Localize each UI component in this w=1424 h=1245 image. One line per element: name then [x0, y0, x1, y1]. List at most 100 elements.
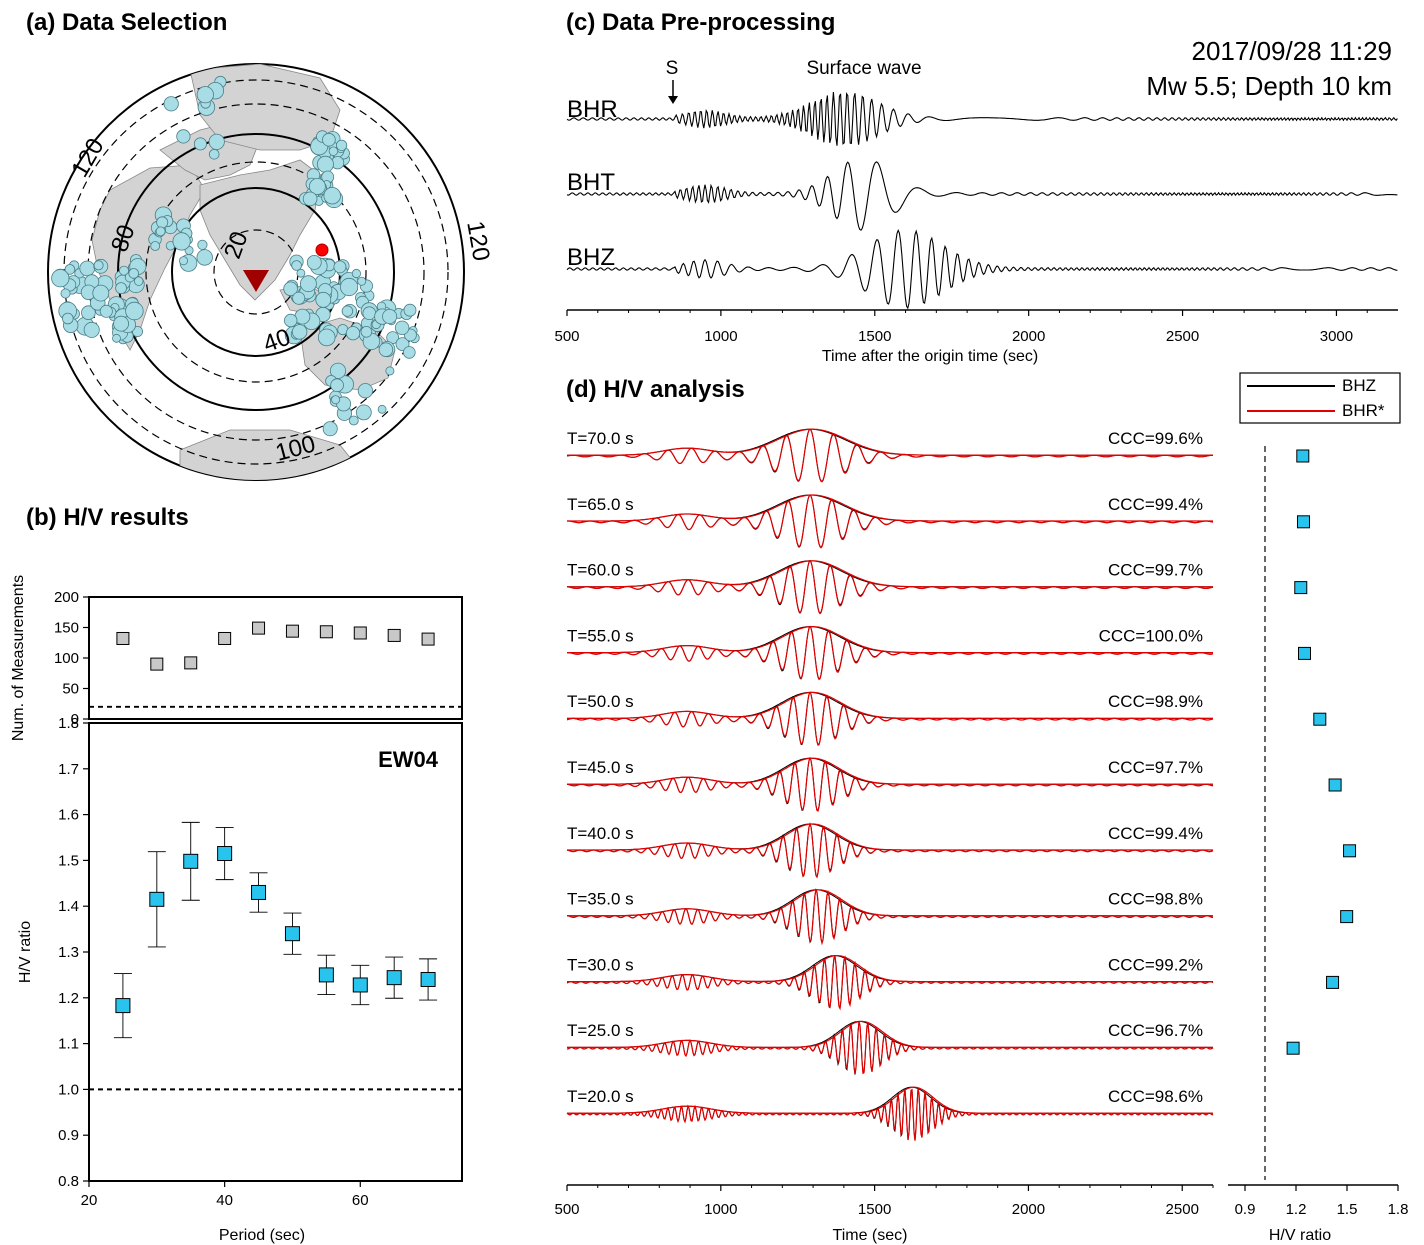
hv-ratio-point [1296, 515, 1310, 529]
event-marker [119, 265, 130, 276]
hv-ratio-point [1326, 975, 1340, 989]
ccc-label: CCC=96.7% [1108, 1021, 1203, 1040]
period-label: T=70.0 s [567, 429, 634, 448]
event-marker [357, 383, 373, 399]
hv-ratio-point [1298, 646, 1311, 660]
event-marker [81, 305, 96, 321]
event-marker [339, 277, 359, 297]
measurement-point [184, 656, 198, 670]
event-marker [163, 96, 179, 112]
event-marker [79, 260, 95, 277]
envelope-trace [567, 1086, 1213, 1114]
waveform-trace [566, 428, 1213, 483]
analysis-xtick-label: 500 [554, 1201, 579, 1218]
analysis-xtick-label: 1000 [704, 1201, 737, 1218]
ccc-label: CCC=98.9% [1108, 692, 1203, 711]
event-marker [291, 260, 302, 271]
event-marker [317, 328, 336, 347]
preprocessing-xlabel: Time after the origin time (sec) [822, 348, 1038, 365]
preprocessing-xtick-label: 2500 [1166, 328, 1199, 345]
period-label: T=35.0 s [567, 890, 634, 909]
ccc-label: CCC=98.6% [1108, 1087, 1203, 1106]
panel-c-title: (c) Data Pre-processing [566, 9, 835, 36]
period-label: T=55.0 s [567, 626, 634, 645]
ccc-label: CCC=99.4% [1108, 824, 1203, 843]
measurements-ytick-label: 0 [71, 711, 79, 728]
event-marker [93, 260, 104, 271]
component-bht: BHT [567, 169, 615, 196]
event-marker [156, 216, 169, 229]
event-marker [394, 320, 410, 336]
hv-panel-xtick-label: 1.2 [1286, 1201, 1307, 1218]
envelope-trace [567, 560, 1213, 588]
event-marker [291, 324, 308, 340]
hv-ytick-label: 1.6 [58, 807, 79, 824]
event-marker [316, 155, 334, 173]
event-marker [193, 137, 207, 151]
hv-panel-xtick-label: 1.8 [1388, 1201, 1409, 1218]
event-marker [382, 308, 398, 324]
hv-ratio-point [1328, 778, 1342, 792]
component-bhz: BHZ [567, 244, 615, 271]
preprocessing-xtick-label: 1000 [704, 328, 737, 345]
period-label: T=25.0 s [567, 1021, 634, 1040]
event-marker [345, 326, 361, 341]
period-label: T=20.0 s [567, 1087, 634, 1106]
event-marker [113, 315, 129, 332]
waveform-trace [566, 1088, 1214, 1141]
hv-ytick-label: 1.5 [58, 852, 79, 869]
azimuthal-map: 20 40 80 100 120 120 [47, 63, 495, 481]
event-marker [128, 268, 140, 279]
hv-point [386, 970, 402, 986]
station-name: EW04 [378, 747, 439, 772]
preprocessing-plot: 2017/09/28 11:29 Mw 5.5; Depth 10 km S S… [554, 36, 1398, 365]
event-marker [322, 132, 336, 147]
measurement-point [353, 626, 367, 640]
event-marker [377, 404, 387, 414]
event-marker [360, 325, 373, 338]
highlighted-event [315, 243, 329, 257]
event-marker [292, 291, 306, 305]
hv-ratio-plot: 0.80.91.01.11.21.31.41.51.61.71.820 40 60 … [17, 715, 463, 1244]
hv-xtick-label: 60 [352, 1192, 369, 1209]
event-marker [196, 249, 213, 266]
hv-panel-xlabel: H/V ratio [1269, 1227, 1331, 1244]
hv-point [115, 998, 131, 1014]
station-triangle [243, 270, 269, 292]
hv-point [183, 853, 199, 869]
event-marker [208, 133, 225, 150]
hv-xtick-label: 40 [216, 1192, 233, 1209]
seismogram-trace [566, 92, 1398, 146]
hv-ratio-point [1296, 449, 1310, 463]
hv-ytick-label: 0.9 [58, 1127, 79, 1144]
waveform-trace [566, 756, 1214, 812]
event-marker [323, 186, 341, 205]
measurements-ytick-label: 200 [54, 589, 79, 606]
hv-point [352, 977, 368, 993]
measurements-ytick-label: 50 [62, 681, 79, 698]
event-marker [306, 254, 322, 270]
event-markers [51, 75, 420, 437]
event-marker [330, 378, 344, 393]
analysis-xtick-label: 2500 [1166, 1201, 1199, 1218]
envelope-trace [567, 428, 1213, 456]
measurements-ylabel: Num. of Measurements [10, 575, 27, 741]
event-marker [60, 288, 71, 299]
event-marker [62, 312, 74, 325]
component-bhr: BHR [567, 96, 618, 123]
period-label: T=60.0 s [567, 561, 634, 580]
analysis-xtick-label: 2000 [1012, 1201, 1045, 1218]
preprocessing-xtick-label: 2000 [1012, 328, 1045, 345]
measurements-ytick-label: 150 [54, 620, 79, 637]
measurement-point [252, 621, 266, 635]
hv-point [420, 971, 436, 987]
hv-ytick-label: 1.3 [58, 944, 79, 961]
hv-point [318, 967, 334, 983]
event-info: Mw 5.5; Depth 10 km [1146, 71, 1392, 101]
event-marker [284, 313, 298, 328]
hv-ratio-point [1286, 1041, 1300, 1055]
event-marker [378, 342, 394, 357]
measurement-point [116, 631, 130, 645]
analysis-xtick-label: 1500 [858, 1201, 891, 1218]
hv-ratio-point [1340, 910, 1354, 924]
